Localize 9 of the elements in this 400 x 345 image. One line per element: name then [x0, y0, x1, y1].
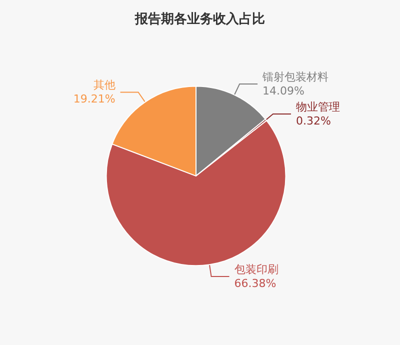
chart-title: 报告期各业务收入占比: [134, 11, 265, 27]
data-label: 14.09%: [262, 84, 305, 98]
slice-label: 物业管理: [296, 100, 340, 114]
slice-label: 包装印刷: [234, 262, 278, 276]
data-label: 0.32%: [296, 114, 331, 128]
data-label: 19.21%: [73, 92, 116, 106]
slice-label: 镭射包装材料: [262, 70, 329, 84]
slice-label: 其他: [93, 78, 116, 92]
data-label: 66.38%: [234, 276, 276, 290]
